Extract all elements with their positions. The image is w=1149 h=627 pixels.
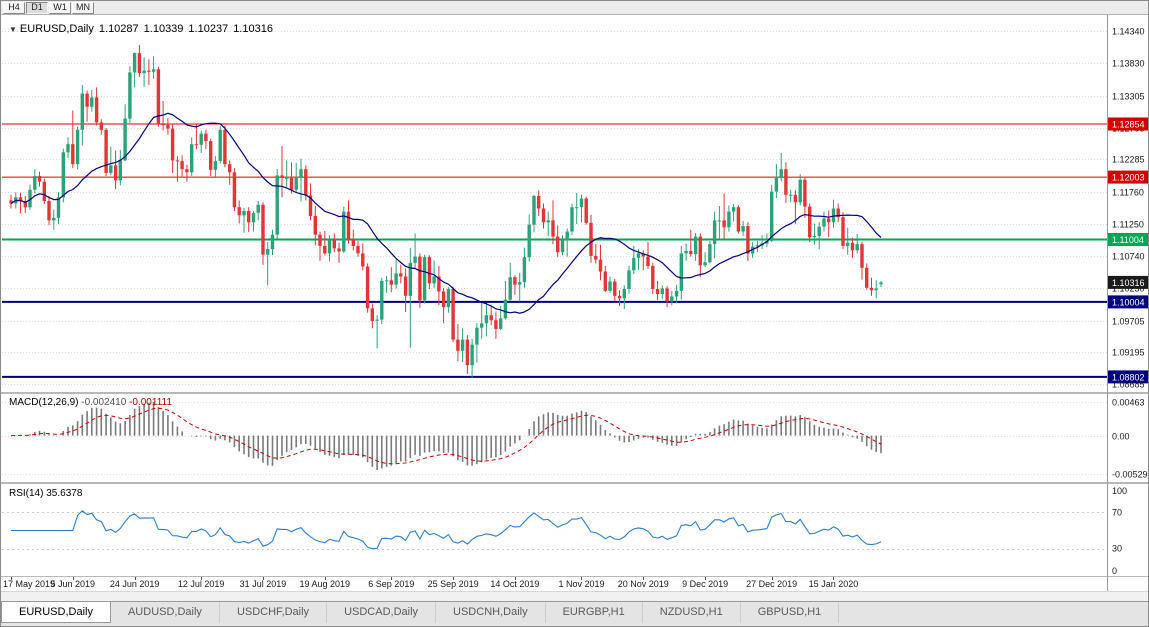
svg-text:1.13830: 1.13830 (1112, 59, 1145, 69)
bottom-strip (1, 591, 1148, 601)
macd-histogram (15, 402, 882, 470)
pane-separators (1, 392, 1148, 577)
date-label: 6 Sep 2019 (368, 579, 415, 589)
price-badge-1.12003: 1.12003 (1108, 170, 1148, 184)
svg-text:1.09705: 1.09705 (1112, 317, 1145, 327)
chart-tab-audusd-daily[interactable]: AUDUSD,Daily (111, 602, 220, 623)
macd-signal-line (10, 407, 882, 465)
timeframe-button-mn[interactable]: MN (72, 1, 94, 14)
svg-text:1.12003: 1.12003 (1112, 173, 1145, 183)
macd-label: MACD(12,26,9) -0.002410 -0.001111 (9, 397, 172, 408)
svg-text:1.12285: 1.12285 (1112, 155, 1145, 165)
date-label: 25 Sep 2019 (427, 579, 479, 589)
timeframe-bar: H4 D1 W1 MN (1, 1, 1148, 15)
svg-text:1.11004: 1.11004 (1112, 235, 1144, 245)
svg-text:1.11760: 1.11760 (1112, 188, 1144, 198)
chart-title: ▼ EURUSD,Daily 1.10287 1.10339 1.10237 1.1031… (9, 23, 278, 35)
svg-text:1.13305: 1.13305 (1112, 92, 1145, 102)
chart-tab-usdcnh-daily[interactable]: USDCNH,Daily (436, 602, 546, 623)
macd-signal-value: -0.001111 (129, 397, 172, 408)
timeframe-button-h4[interactable]: H4 (3, 1, 25, 14)
price-axis[interactable] (1105, 15, 1148, 591)
timeframe-button-d1[interactable]: D1 (26, 1, 48, 14)
chart-tab-eurusd-daily[interactable]: EURUSD,Daily (1, 602, 111, 623)
rsi-grid: 100 70 30 0 (2, 486, 1127, 576)
rsi-label: RSI(14) 35.6378 (9, 488, 82, 499)
date-label: 31 Jul 2019 (239, 579, 287, 589)
rsi-title: RSI(14) (9, 488, 44, 499)
macd-main-value: -0.002410 (81, 397, 127, 408)
chart-tab-usdcad-daily[interactable]: USDCAD,Daily (327, 602, 437, 623)
ohlc-high: 1.10339 (143, 23, 184, 35)
chart-symbol-period: EURUSD,Daily (19, 23, 94, 35)
ohlc-close: 1.10316 (233, 23, 273, 35)
svg-text:1.11250: 1.11250 (1112, 220, 1144, 230)
svg-text:1.10316: 1.10316 (1112, 278, 1145, 288)
date-label: 1 Nov 2019 (558, 579, 605, 589)
svg-text:1.08802: 1.08802 (1112, 372, 1145, 382)
chart-tab-usdchf-daily[interactable]: USDCHF,Daily (220, 602, 328, 623)
svg-text:1.10004: 1.10004 (1112, 297, 1145, 307)
chart-tab-gbpusd-h1[interactable]: GBPUSD,H1 (741, 602, 840, 623)
date-label: 9 Dec 2019 (682, 579, 729, 589)
macd-grid: 0.00463 0.00 -0.00529 (2, 398, 1148, 480)
price-badge-1.08802: 1.08802 (1108, 370, 1148, 384)
date-ticks (11, 577, 834, 580)
timeframe-button-w1[interactable]: W1 (49, 1, 71, 14)
rsi-value: 35.6378 (46, 488, 83, 499)
svg-text:30: 30 (1112, 544, 1122, 554)
symbol-dropdown-icon[interactable]: ▼ (9, 25, 17, 34)
svg-text:0.00: 0.00 (1112, 432, 1130, 442)
price-badge-1.11004: 1.11004 (1108, 233, 1148, 246)
price-badge-1.10004: 1.10004 (1108, 295, 1148, 309)
svg-text:1.14340: 1.14340 (1112, 27, 1145, 37)
date-label: 24 Jun 2019 (109, 579, 160, 589)
price-badge-1.10316: 1.10316 (1108, 275, 1148, 289)
date-axis[interactable]: 17 May 2019 5 Jun 2019 24 Jun 2019 12 Jul 2… (1, 576, 1107, 591)
chart-tab-bar: EURUSD,Daily AUDUSD,Daily USDCHF,Daily USDC… (1, 601, 1148, 626)
chart-tab-eurgbp-h1[interactable]: EURGBP,H1 (546, 602, 643, 623)
date-label: 14 Oct 2019 (490, 579, 540, 589)
date-label: 12 Jul 2019 (177, 579, 225, 589)
date-label: 20 Nov 2019 (617, 579, 669, 589)
date-label: 5 Jun 2019 (50, 579, 96, 589)
svg-text:1.08685: 1.08685 (1112, 380, 1145, 390)
date-label: 15 Jan 2020 (808, 579, 859, 589)
date-label: 27 Dec 2019 (746, 579, 798, 589)
svg-text:0: 0 (1112, 566, 1117, 576)
svg-text:1.09195: 1.09195 (1112, 348, 1145, 358)
svg-text:0.00463: 0.00463 (1112, 398, 1145, 408)
moving-average-line (10, 112, 882, 314)
chart-tab-nzdusd-h1[interactable]: NZDUSD,H1 (643, 602, 741, 623)
svg-text:100: 100 (1112, 486, 1127, 496)
macd-title: MACD(12,26,9) (9, 397, 79, 408)
price-badge-1.12854: 1.12854 (1108, 117, 1148, 131)
ohlc-low: 1.10237 (188, 23, 229, 35)
svg-text:1.12854: 1.12854 (1112, 120, 1145, 130)
date-label: 17 May 2019 (3, 579, 56, 589)
rsi-line (11, 510, 882, 550)
date-label: 19 Aug 2019 (299, 579, 351, 589)
svg-text:1.10740: 1.10740 (1112, 252, 1145, 262)
svg-text:70: 70 (1112, 507, 1122, 517)
ohlc-open: 1.10287 (98, 23, 139, 35)
svg-text:-0.00529: -0.00529 (1112, 470, 1148, 480)
